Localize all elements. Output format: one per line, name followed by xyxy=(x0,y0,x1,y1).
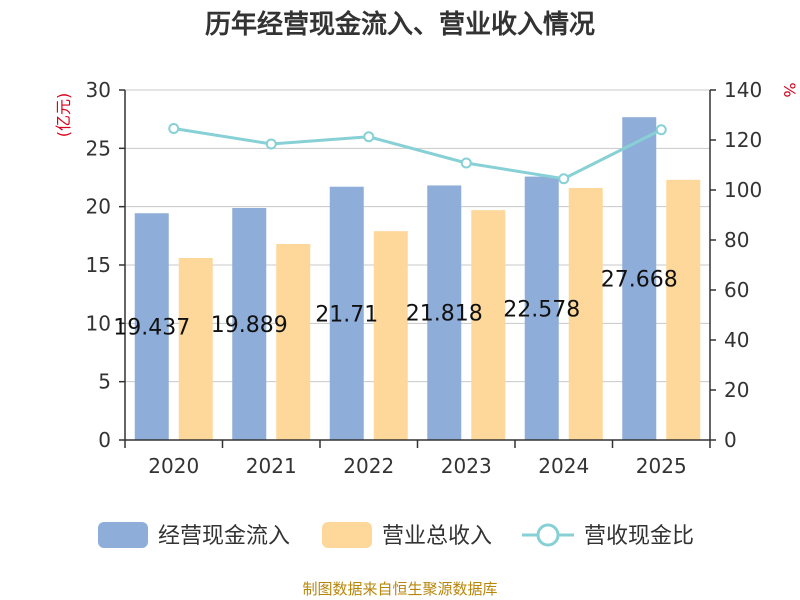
ratio-point xyxy=(168,123,180,134)
ratio-point xyxy=(460,157,472,169)
bar-revenue xyxy=(471,210,506,440)
data-label: 22.578 xyxy=(503,297,580,322)
data-label: 21.818 xyxy=(406,302,483,327)
x-tick-label: 2024 xyxy=(538,454,589,478)
data-label: 21.71 xyxy=(315,302,378,327)
legend-label: 经营现金流入 xyxy=(158,524,290,549)
x-tick-label: 2022 xyxy=(343,454,394,478)
chart-title: 历年经营现金流入、营业收入情况 xyxy=(205,9,595,40)
data-label: 27.668 xyxy=(601,268,678,293)
right-tick-label: 80 xyxy=(724,228,749,252)
left-tick-label: 30 xyxy=(86,78,111,102)
data-label: 19.889 xyxy=(211,313,288,338)
right-tick-label: 120 xyxy=(724,128,762,152)
ratio-line xyxy=(168,123,667,185)
data-labels: 19.437 19.889 21.71 21.818 22.578 27.668 xyxy=(113,268,677,341)
x-tick-label: 2021 xyxy=(246,454,297,478)
bar-cash-inflow xyxy=(524,176,559,440)
right-tick-label: 140 xyxy=(724,78,762,102)
bar-cash-inflow xyxy=(232,207,267,440)
left-axis-unit: (亿元) xyxy=(54,93,73,138)
bar-revenue xyxy=(666,179,701,441)
bar-revenue xyxy=(276,244,311,440)
left-tick-label: 15 xyxy=(86,253,111,277)
x-tick-label: 2023 xyxy=(441,454,492,478)
left-tick-label: 20 xyxy=(86,195,111,219)
right-tick-label: 20 xyxy=(724,378,749,402)
ratio-point xyxy=(265,138,277,150)
ratio-point xyxy=(558,173,570,185)
legend-swatch xyxy=(322,522,372,548)
data-label: 19.437 xyxy=(113,316,190,341)
bar-revenue xyxy=(178,258,213,440)
bar-revenue xyxy=(568,188,603,440)
bar-cash-inflow xyxy=(134,213,169,440)
bar-cash-inflow xyxy=(622,117,657,440)
right-tick-label: 0 xyxy=(724,428,737,452)
left-tick-label: 5 xyxy=(98,370,111,394)
legend-label: 营收现金比 xyxy=(584,524,694,549)
ratio-point xyxy=(363,131,375,143)
right-tick-label: 60 xyxy=(724,278,749,302)
right-tick-label: 100 xyxy=(724,178,762,202)
left-tick-label: 0 xyxy=(98,428,111,452)
right-axis-unit: % xyxy=(780,82,799,97)
bars xyxy=(134,117,701,441)
legend: 经营现金流入 营业总收入 营收现金比 xyxy=(98,522,694,549)
left-tick-label: 25 xyxy=(86,136,111,160)
ratio-line-path xyxy=(173,127,662,181)
ratio-point xyxy=(655,124,667,136)
bar-revenue xyxy=(373,231,408,440)
x-tick-label: 2020 xyxy=(148,454,199,478)
left-tick-label: 10 xyxy=(86,311,111,335)
right-tick-label: 40 xyxy=(724,328,749,352)
bar-cash-inflow xyxy=(329,186,364,440)
legend-marker xyxy=(536,523,560,547)
legend-swatch xyxy=(98,522,148,548)
source-note: 制图数据来自恒生聚源数据库 xyxy=(302,580,497,598)
x-tick-label: 2025 xyxy=(636,454,687,478)
legend-label: 营业总收入 xyxy=(382,524,492,549)
bar-cash-inflow xyxy=(427,185,462,440)
